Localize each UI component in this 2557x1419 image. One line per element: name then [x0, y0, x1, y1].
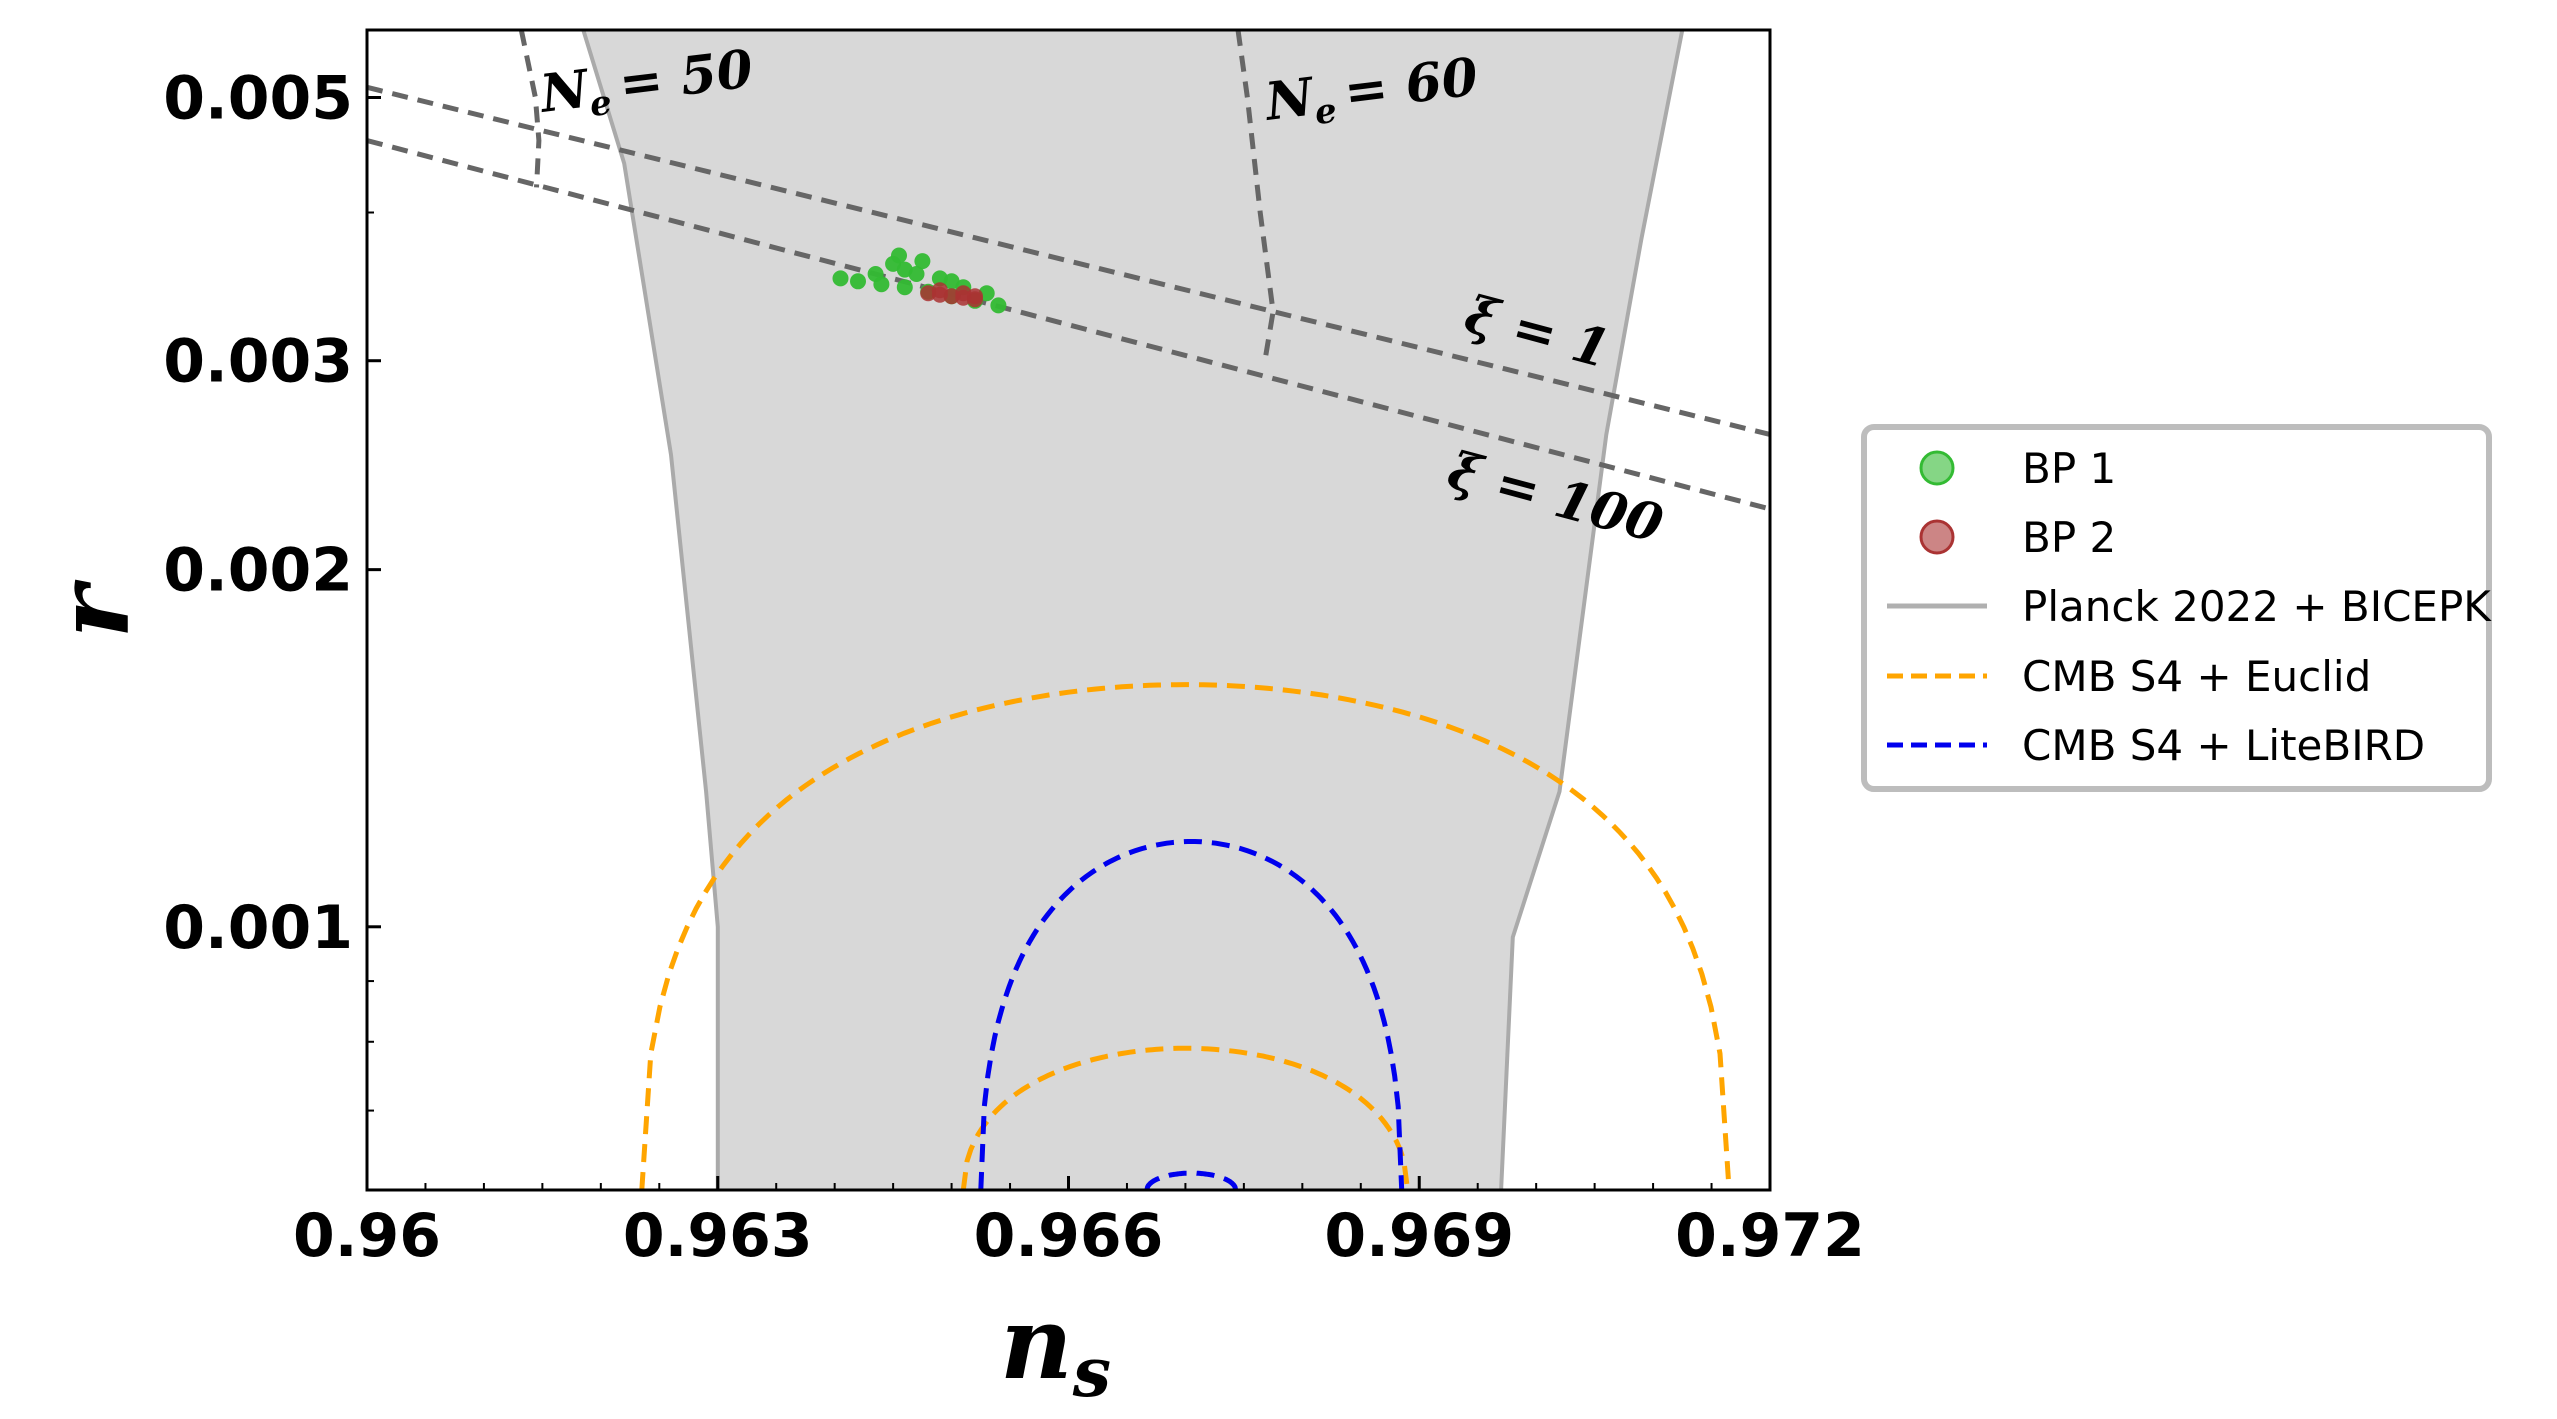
point-1-1 [850, 273, 866, 290]
x-axis-label: ns [1000, 1284, 1111, 1413]
label-ne-50: Ne= 50 [535, 38, 757, 131]
legend-box [1861, 424, 2492, 792]
x-tick-label: 0.96 [293, 1201, 441, 1271]
point-1-0 [832, 270, 849, 287]
point-1-7 [990, 297, 1007, 314]
point-1-16 [867, 266, 884, 282]
point-1-3 [896, 279, 913, 296]
legend-label: Planck 2022 + BICEPK [2022, 582, 2492, 631]
legend-label: CMB S4 + Euclid [2022, 652, 2371, 701]
legend-label: BP 2 [2022, 513, 2116, 562]
legend-item-3: Planck 2022 + BICEPK [1887, 582, 2492, 631]
xi-line-0 [367, 84, 1770, 437]
x-tick-label: 0.966 [974, 1201, 1164, 1271]
contour-1 [960, 1045, 1411, 1190]
point-1-17 [943, 273, 960, 290]
legend-marker [1919, 519, 1955, 555]
xi-line-1 [367, 138, 1770, 512]
legend-item-5: CMB S4 + LiteBIRD [1887, 721, 2425, 770]
y-tick-label: 0.005 [163, 64, 353, 134]
x-tick-label: 0.963 [623, 1201, 813, 1271]
planck-left-edge [581, 30, 720, 1190]
y-tick-label: 0.002 [163, 536, 353, 606]
efold-line-1 [1235, 30, 1276, 362]
legend-marker [1919, 450, 1955, 486]
planck-region [583, 30, 1683, 1190]
benchmark-points [832, 247, 1007, 314]
point-2-5 [931, 282, 948, 299]
efold-line-0 [518, 30, 542, 188]
plot-area [367, 30, 1770, 1190]
legend-item-2: BP 2 [1919, 513, 2116, 562]
point-1-12 [891, 247, 907, 264]
forecast-contours [639, 682, 1732, 1190]
legend: BP 1 BP 2 Planck 2022 + BICEPK CMB S4 + Euc… [1861, 424, 2492, 792]
constraint-lines [367, 30, 1770, 512]
x-tick-label: 0.969 [1324, 1201, 1514, 1271]
legend-item-1: BP 1 [1919, 444, 2116, 493]
x-tick-label: 0.972 [1675, 1201, 1865, 1271]
y-tick-label: 0.001 [163, 893, 353, 963]
legend-item-4: CMB S4 + Euclid [1887, 652, 2371, 701]
planck-right-edge [1499, 30, 1685, 1190]
contour-0 [639, 682, 1732, 1190]
point-1-10 [908, 266, 925, 282]
legend-label: CMB S4 + LiteBIRD [2022, 721, 2425, 770]
contour-2 [978, 839, 1405, 1190]
legend-label: BP 1 [2022, 444, 2116, 493]
point-1-13 [914, 253, 931, 270]
point-2-7 [967, 288, 983, 305]
y-tick-label: 0.003 [163, 327, 353, 397]
axis-ticks: 0.96 0.963 0.966 0.969 0.972 0.001 0.002 0.003 0… [163, 64, 1865, 1271]
y-axis-label: r [34, 579, 152, 638]
